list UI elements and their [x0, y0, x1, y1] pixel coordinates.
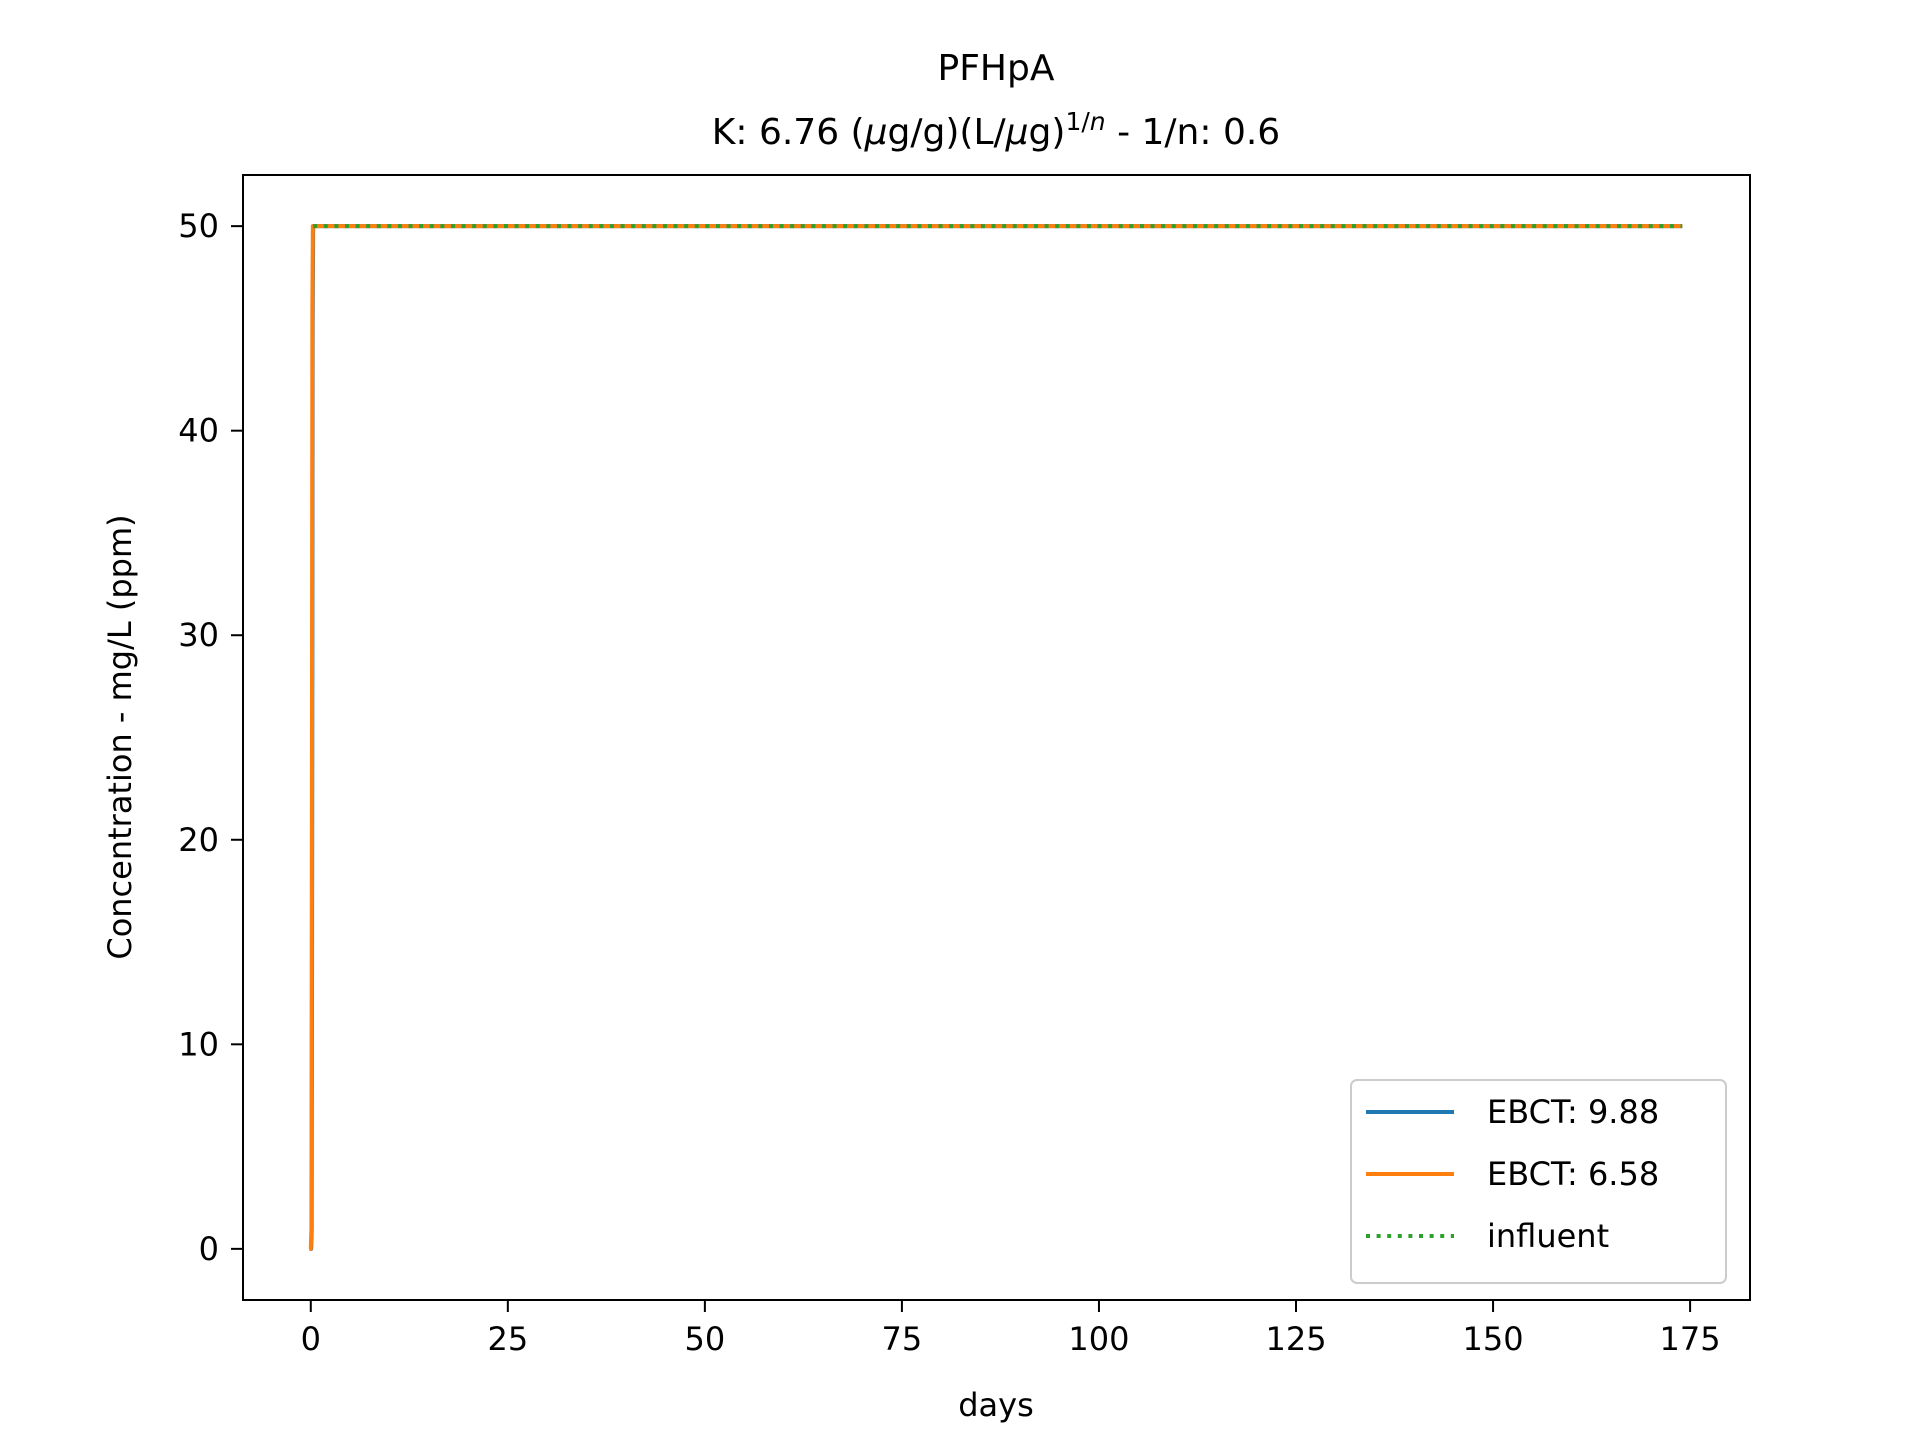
plot-area: [308, 224, 1683, 1251]
y-tick-label: 40: [178, 412, 219, 450]
x-tick-label: 175: [1660, 1320, 1721, 1358]
subtitle-mu-2: μ: [1005, 112, 1029, 153]
x-axis-label: days: [958, 1386, 1034, 1424]
chart-title: PFHpA: [938, 48, 1055, 89]
legend-label-ebct-9-88: EBCT: 9.88: [1487, 1093, 1659, 1131]
legend-label-influent: influent: [1487, 1217, 1609, 1255]
subtitle-suffix: - 1/n: 0.6: [1106, 112, 1281, 153]
x-tick-label: 150: [1463, 1320, 1524, 1358]
x-tick-label: 50: [685, 1320, 726, 1358]
subtitle-superscript-var: n: [1090, 107, 1106, 136]
x-tick-label: 75: [882, 1320, 923, 1358]
subtitle-mid: g/g)(L/: [888, 112, 1007, 153]
y-tick-label: 20: [178, 821, 219, 859]
x-tick-label: 25: [487, 1320, 528, 1358]
chart-subtitle: K: 6.76 (μg/g)(L/μg)1/n - 1/n: 0.6: [712, 107, 1280, 153]
series-line-ebct-6-58: [308, 224, 1683, 1251]
y-axis-label: Concentration - mg/L (ppm): [101, 514, 139, 959]
legend-label-ebct-6-58: EBCT: 6.58: [1487, 1155, 1659, 1193]
x-tick-label: 125: [1265, 1320, 1326, 1358]
plot-frame: [242, 174, 1751, 1301]
axes: 0 25 50 75 100 125 150 175 0 10 20 30 40 50: [178, 207, 1720, 1358]
legend: EBCT: 9.88 EBCT: 6.58 influent: [1350, 1079, 1727, 1284]
subtitle-superscript: 1/: [1065, 107, 1090, 136]
subtitle-after: g): [1029, 112, 1066, 153]
y-tick-label: 0: [199, 1230, 219, 1268]
y-tick-label: 30: [178, 616, 219, 654]
x-tick-label: 100: [1068, 1320, 1129, 1358]
subtitle-mu-1: μ: [864, 112, 888, 153]
subtitle-prefix: K: 6.76 (: [712, 112, 865, 153]
x-tick-label: 0: [301, 1320, 321, 1358]
y-tick-label: 10: [178, 1025, 219, 1063]
y-tick-label: 50: [178, 207, 219, 245]
legend-box: [1350, 1079, 1727, 1284]
